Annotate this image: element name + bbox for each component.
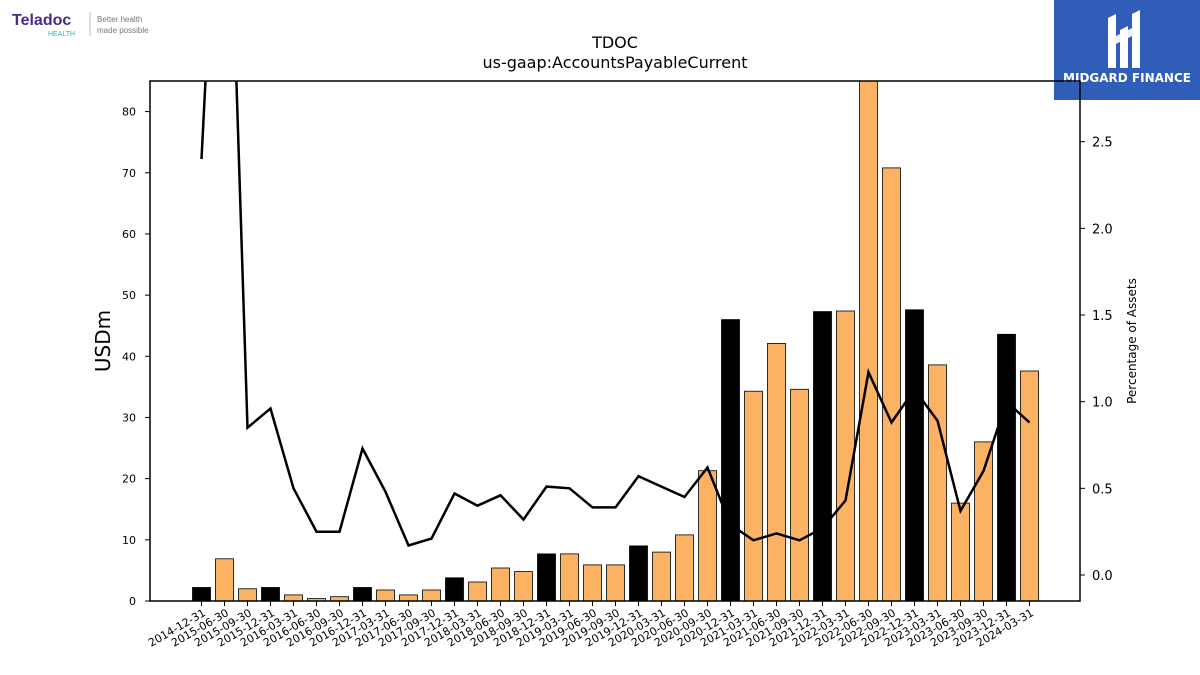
plot-frame — [149, 80, 1081, 602]
y-right-tick-label: 0.0 — [1092, 569, 1113, 584]
midgard-finance-logo: MIDGARD FINANCE — [1054, 0, 1200, 100]
y-tick-label: 70 — [122, 167, 136, 180]
teladoc-tagline-2: made possible — [97, 26, 149, 35]
bar — [744, 390, 763, 602]
y-right-tick-label: 0.5 — [1092, 482, 1113, 497]
bar — [882, 167, 901, 602]
y-right-tick-label: 1.0 — [1092, 396, 1113, 411]
bar — [1020, 370, 1039, 602]
midgard-emblem-icon — [1108, 10, 1140, 68]
x-axis-ticks: 2014-12-312015-06-302015-09-302015-12-31… — [146, 601, 1036, 650]
bar — [721, 319, 740, 602]
chart-subtitle: us-gaap:AccountsPayableCurrent — [482, 53, 747, 72]
y-tick-label: 80 — [122, 106, 136, 119]
bar — [698, 470, 717, 602]
chart-title: TDOC — [591, 33, 638, 52]
teladoc-tagline-1: Better health — [97, 15, 142, 24]
y-tick-label: 20 — [122, 473, 136, 486]
bar — [399, 594, 418, 602]
bar — [583, 564, 602, 602]
bar — [675, 534, 694, 602]
bar — [836, 310, 855, 602]
y-right-tick-label: 2.0 — [1092, 222, 1113, 237]
bar — [813, 311, 832, 602]
y-axis-label: USDm — [91, 310, 115, 372]
y-tick-label: 30 — [122, 411, 136, 424]
bar — [652, 551, 671, 602]
bar — [997, 333, 1016, 602]
percentage-line — [200, 81, 1031, 548]
bar — [951, 502, 970, 602]
y-tick-label: 60 — [122, 228, 136, 241]
bar — [606, 564, 625, 602]
left-axis-ticks: 0 10 20 30 40 50 60 70 80 — [122, 106, 150, 608]
y-tick-label: 50 — [122, 289, 136, 302]
bar — [974, 441, 993, 602]
y-tick-label: 40 — [122, 350, 136, 363]
midgard-wordmark: MIDGARD FINANCE — [1063, 71, 1191, 85]
bar — [422, 589, 441, 602]
bar — [491, 567, 510, 602]
line-series — [200, 81, 1031, 548]
bar — [192, 587, 211, 602]
bar — [790, 388, 809, 602]
bar — [767, 342, 786, 602]
teladoc-wordmark: Teladoc — [12, 12, 71, 29]
y-tick-label: 0 — [129, 595, 136, 608]
y-tick-label: 10 — [122, 534, 136, 547]
bar — [238, 588, 257, 602]
bar — [560, 553, 579, 602]
bar — [215, 558, 234, 602]
y-axis-right-label: Percentage of Assets — [1125, 278, 1139, 404]
bar — [261, 587, 280, 602]
bar — [468, 581, 487, 602]
bar — [629, 545, 648, 602]
bar-series — [192, 80, 1039, 602]
right-axis-ticks: 0.0 0.5 1.0 1.5 2.0 2.5 — [1080, 136, 1113, 584]
bar — [376, 589, 395, 602]
bar — [905, 309, 924, 602]
bar — [514, 571, 533, 602]
bar — [353, 587, 372, 602]
bar — [284, 594, 303, 602]
bar — [537, 553, 556, 602]
bar — [859, 80, 878, 602]
bar — [928, 364, 947, 602]
bar — [445, 577, 464, 602]
teladoc-health-label: HEALTH — [48, 31, 75, 38]
teladoc-logo: Teladoc HEALTH Better health made possib… — [12, 12, 149, 38]
y-right-tick-label: 1.5 — [1092, 309, 1113, 324]
y-right-tick-label: 2.5 — [1092, 136, 1113, 151]
